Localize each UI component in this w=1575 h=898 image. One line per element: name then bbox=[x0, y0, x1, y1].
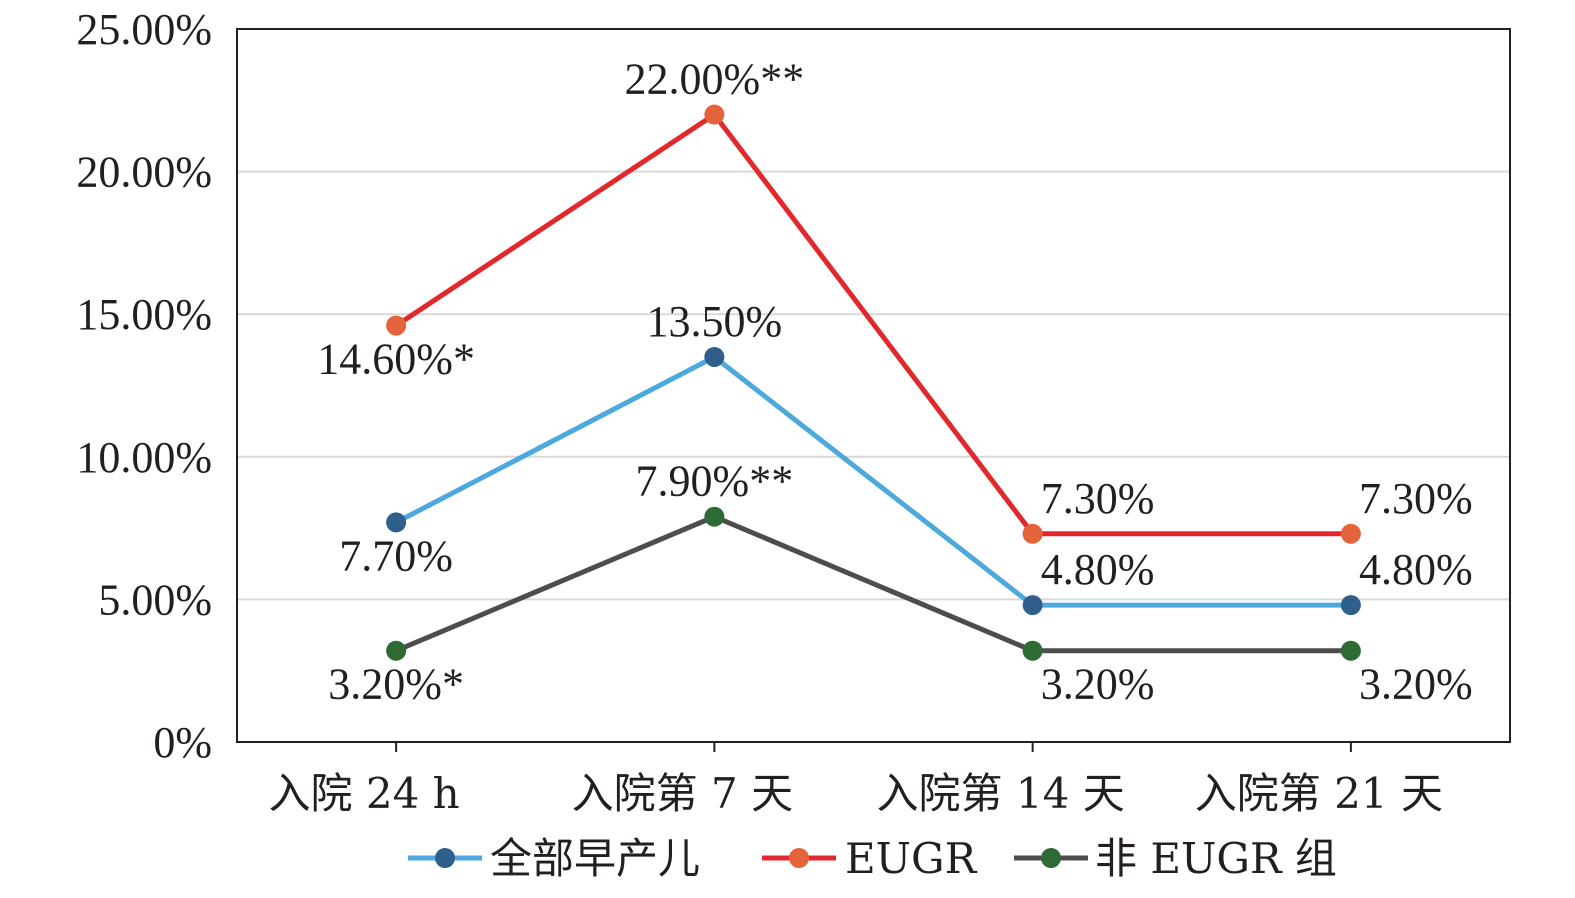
data-point bbox=[1022, 523, 1043, 544]
data-label: 4.80% bbox=[1041, 545, 1155, 594]
data-point bbox=[704, 104, 725, 125]
data-point bbox=[386, 512, 407, 533]
gridlines bbox=[237, 170, 1510, 601]
legend-marker bbox=[435, 848, 455, 868]
data-point bbox=[1340, 595, 1361, 616]
y-tick-label: 15.00% bbox=[76, 290, 212, 339]
legend-marker bbox=[1041, 848, 1061, 868]
x-tick-label: 入院 24 h bbox=[269, 769, 460, 818]
x-tick-label: 入院第 7 天 bbox=[572, 769, 793, 818]
x-axis-ticks: 入院 24 h 入院第 7 天 入院第 14 天 入院第 21 天 bbox=[269, 742, 1443, 818]
data-label: 7.30% bbox=[1359, 474, 1473, 523]
legend-item: 全部早产儿 bbox=[408, 834, 700, 883]
series-line-0 bbox=[394, 354, 1351, 608]
y-axis-ticks: 0% 5.00% 10.00% 15.00% 20.00% 25.00% bbox=[76, 5, 212, 767]
legend: 全部早产儿 EUGR 非 EUGR 组 bbox=[408, 834, 1337, 883]
data-label: 3.20% bbox=[1041, 660, 1155, 709]
data-point bbox=[704, 346, 725, 367]
legend-item: 非 EUGR 组 bbox=[1014, 834, 1337, 883]
series-layer bbox=[386, 104, 1361, 661]
data-point bbox=[704, 506, 725, 527]
data-label: 7.30% bbox=[1041, 474, 1155, 523]
y-tick-label: 5.00% bbox=[98, 575, 212, 624]
series-line-2 bbox=[395, 514, 1351, 654]
data-label: 4.80% bbox=[1359, 545, 1473, 594]
legend-label: 非 EUGR 组 bbox=[1095, 834, 1337, 883]
data-label: 7.90%** bbox=[636, 457, 794, 506]
data-point bbox=[1340, 640, 1361, 661]
legend-label: EUGR bbox=[845, 834, 978, 883]
plot-frame bbox=[236, 28, 1511, 743]
data-labels: 7.70% 13.50% 4.80% 4.80% 14.60%* 22.00%** 7.30… bbox=[317, 55, 1472, 709]
legend-label: 全部早产儿 bbox=[490, 834, 700, 883]
y-tick-label: 10.00% bbox=[76, 433, 212, 482]
data-label: 7.70% bbox=[339, 531, 453, 580]
legend-marker bbox=[789, 848, 809, 868]
y-tick-label: 0% bbox=[153, 718, 212, 767]
x-tick-label: 入院第 21 天 bbox=[1195, 769, 1443, 818]
axes bbox=[236, 28, 1511, 743]
data-point bbox=[1340, 523, 1361, 544]
series-line-1 bbox=[394, 112, 1351, 537]
legend-item: EUGR bbox=[762, 834, 978, 883]
data-label: 3.20%* bbox=[328, 660, 464, 709]
y-tick-label: 20.00% bbox=[76, 148, 212, 197]
data-label: 14.60%* bbox=[317, 335, 475, 384]
data-label: 3.20% bbox=[1359, 660, 1473, 709]
data-point bbox=[386, 315, 407, 336]
data-point bbox=[1022, 595, 1043, 616]
data-point bbox=[386, 640, 407, 661]
data-point bbox=[1022, 640, 1043, 661]
data-label: 13.50% bbox=[647, 297, 783, 346]
y-tick-label: 25.00% bbox=[76, 5, 212, 54]
data-label: 22.00%** bbox=[625, 55, 805, 104]
x-tick-label: 入院第 14 天 bbox=[877, 769, 1125, 818]
